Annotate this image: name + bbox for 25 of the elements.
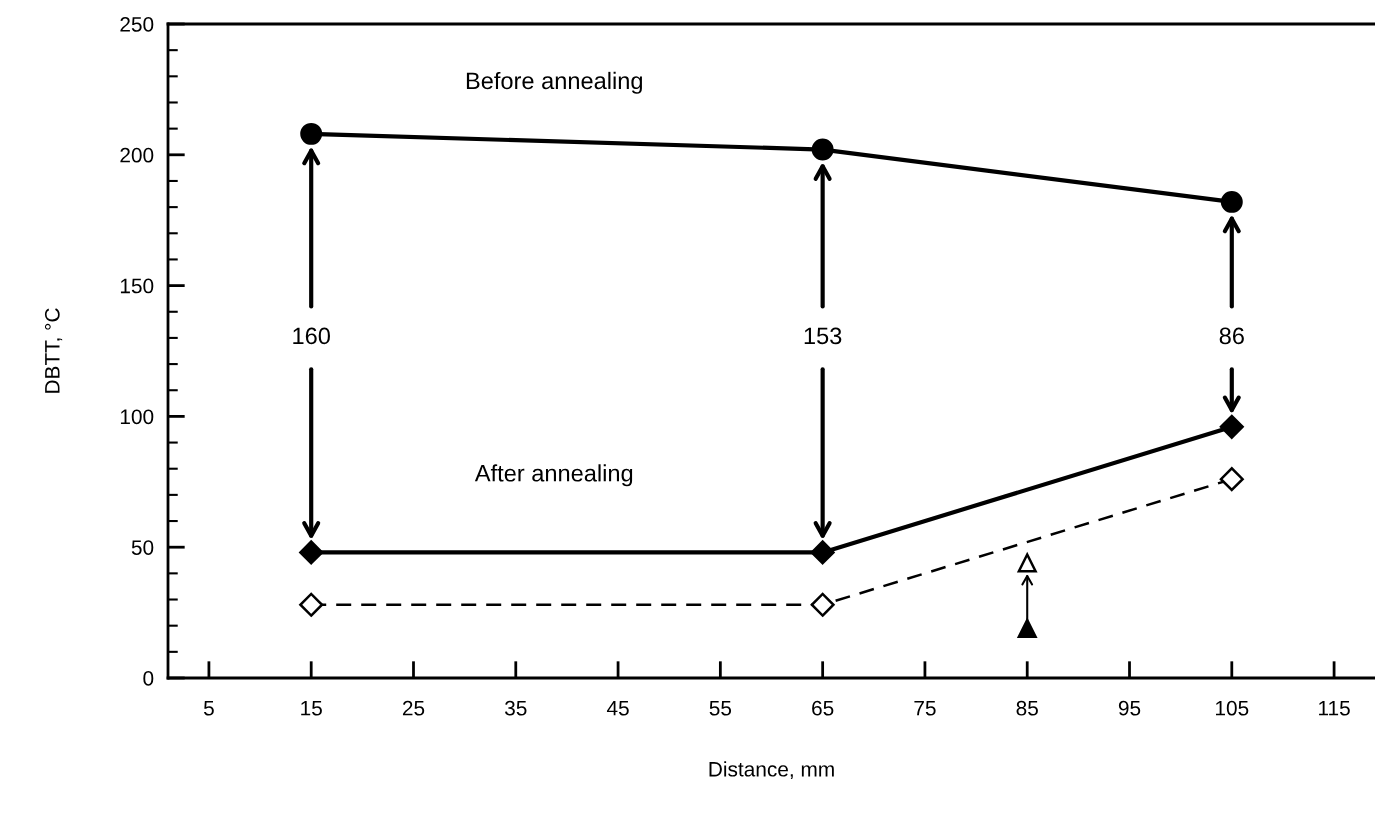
x-tick-label: 115	[1319, 700, 1350, 716]
x-tick-label: 15	[301, 700, 322, 716]
x-tick-label: 75	[914, 700, 936, 716]
x-tick-label: 95	[1118, 700, 1141, 716]
y-tick-label: 0	[143, 671, 154, 686]
x-tick-label: 105	[1216, 700, 1249, 716]
annotation: 160	[293, 327, 330, 345]
x-tick-label: 85	[1016, 700, 1038, 716]
y-tick-label: 250	[120, 17, 154, 32]
x-axis-title: Distance, mm	[709, 761, 834, 780]
y-tick-label: 100	[120, 409, 154, 425]
annotation: 86	[1219, 327, 1244, 345]
y-tick-label: 50	[131, 540, 154, 555]
x-tick-label: 25	[402, 700, 425, 716]
y-tick-label: 200	[120, 147, 154, 163]
y-tick-label: 150	[120, 278, 154, 294]
text: After annealing	[474, 464, 633, 487]
x-tick-label: 5	[203, 700, 214, 716]
series-label: Before annealing	[466, 71, 642, 94]
y-axis-title: DBTT, °C	[44, 308, 63, 393]
x-tick-label: 35	[504, 700, 527, 716]
x-tick-label: 55	[709, 700, 732, 716]
x-tick-label: 45	[606, 700, 629, 716]
annotation: 153	[804, 327, 842, 345]
x-tick-label: 65	[812, 700, 834, 716]
